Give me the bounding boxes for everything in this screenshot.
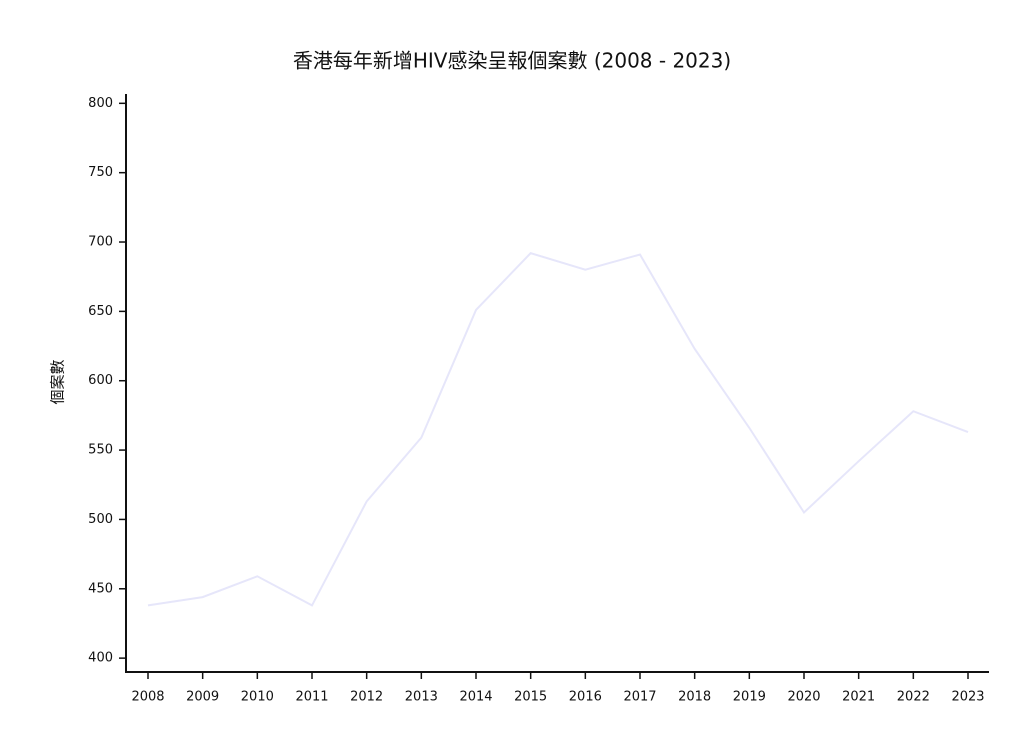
x-tick-label: 2014 xyxy=(459,690,492,705)
y-tick-label: 700 xyxy=(88,235,113,250)
x-tick-label: 2009 xyxy=(186,690,219,705)
x-tick-label: 2017 xyxy=(623,690,656,705)
y-tick-label: 600 xyxy=(88,373,113,388)
x-tick-label: 2021 xyxy=(842,690,875,705)
y-tick-label: 450 xyxy=(88,581,113,596)
x-tick-label: 2016 xyxy=(569,690,602,705)
x-tick-label: 2020 xyxy=(787,690,820,705)
x-tick-label: 2022 xyxy=(897,690,930,705)
x-tick-label: 2013 xyxy=(405,690,438,705)
y-tick-label: 800 xyxy=(88,96,113,111)
y-tick-label: 400 xyxy=(88,651,113,666)
x-tick-label: 2012 xyxy=(350,690,383,705)
line xyxy=(147,251,969,607)
x-tick-label: 2019 xyxy=(733,690,766,705)
y-tick-label: 550 xyxy=(88,443,113,458)
x-tick-label: 2018 xyxy=(678,690,711,705)
x-tick-label: 2008 xyxy=(131,690,164,705)
chart-title: 香港每年新增HIV感染呈報個案數 (2008 - 2023) xyxy=(293,49,731,73)
y-tick-label: 650 xyxy=(88,304,113,319)
x-tick-label: 2010 xyxy=(241,690,274,705)
x-tick-label: 2023 xyxy=(951,690,984,705)
y-axis-label: 個案數 xyxy=(49,359,67,404)
x-tick-label: 2011 xyxy=(295,690,328,705)
x-tick-label: 2015 xyxy=(514,690,547,705)
y-tick-label: 750 xyxy=(88,165,113,180)
y-tick-label: 500 xyxy=(88,512,113,527)
